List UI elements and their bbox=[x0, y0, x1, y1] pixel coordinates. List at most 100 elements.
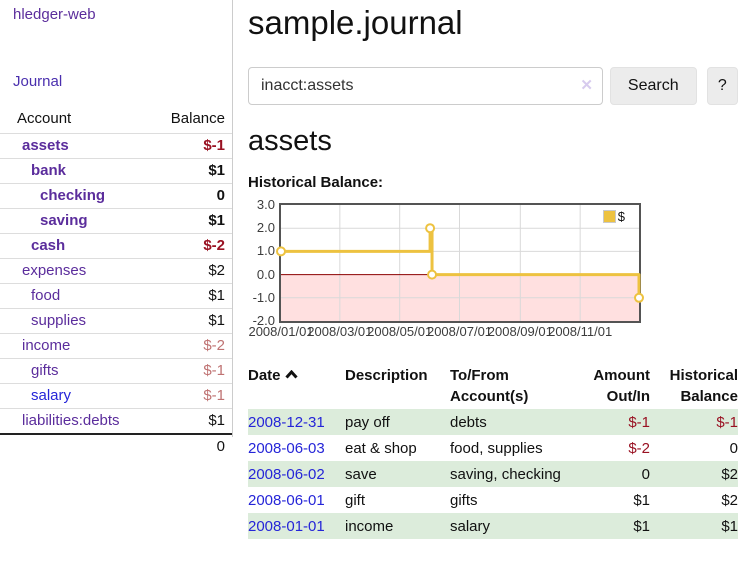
account-link[interactable]: supplies bbox=[31, 312, 87, 329]
transaction-amount: $1 bbox=[633, 492, 650, 509]
transaction-amount: $-2 bbox=[628, 440, 650, 457]
account-balance: $-2 bbox=[153, 233, 232, 259]
account-row: gifts $-1 bbox=[0, 358, 232, 384]
account-row: food $1 bbox=[0, 283, 232, 309]
account-balance: $-1 bbox=[153, 358, 232, 384]
account-link[interactable]: bank bbox=[31, 162, 67, 179]
transaction-date-link[interactable]: 2008-06-03 bbox=[248, 440, 325, 457]
sidebar-item-journal[interactable]: Journal bbox=[13, 73, 63, 90]
account-row: salary $-1 bbox=[0, 383, 232, 409]
account-row: saving $1 bbox=[0, 208, 232, 234]
transaction-description: pay off bbox=[345, 409, 450, 435]
y-tick-label: 3.0 bbox=[256, 197, 275, 212]
register-row: 2008-01-01 income salary $1 $1 bbox=[248, 513, 738, 539]
register-table: Date Description To/From Account(s) Amoun… bbox=[248, 363, 738, 539]
chart-legend: $ bbox=[602, 210, 625, 223]
transaction-accounts: food, supplies bbox=[450, 440, 543, 457]
y-tick-label: 2.0 bbox=[256, 220, 275, 236]
account-link[interactable]: food bbox=[31, 287, 61, 304]
column-header-amount: Amount Out/In bbox=[593, 367, 650, 405]
account-link[interactable]: checking bbox=[40, 187, 106, 204]
transaction-balance: $1 bbox=[650, 513, 738, 539]
account-row: checking 0 bbox=[0, 183, 232, 209]
transaction-description: gift bbox=[345, 492, 366, 509]
data-point-marker bbox=[276, 246, 286, 257]
transaction-balance: $2 bbox=[650, 461, 738, 487]
column-header-description: Description bbox=[345, 367, 428, 384]
account-balance: $1 bbox=[153, 208, 232, 234]
chart-heading: Historical Balance: bbox=[248, 174, 384, 191]
account-balance: $-1 bbox=[153, 383, 232, 409]
data-point-marker bbox=[427, 269, 438, 280]
transaction-accounts: salary bbox=[450, 513, 562, 539]
account-link[interactable]: expenses bbox=[22, 262, 87, 279]
x-tick-label: 2008/11/01 bbox=[548, 324, 613, 339]
accounts-header-account: Account bbox=[17, 110, 72, 127]
help-button[interactable]: ? bbox=[706, 67, 738, 105]
transaction-date-link[interactable]: 2008-06-02 bbox=[248, 466, 325, 483]
account-balance: $1 bbox=[153, 408, 232, 434]
account-row: expenses $2 bbox=[0, 258, 232, 284]
register-header-row: Date Description To/From Account(s) Amoun… bbox=[248, 363, 738, 409]
search-form: ✕ Search ? bbox=[248, 67, 738, 105]
transaction-description: eat & shop bbox=[345, 440, 417, 457]
app-brand-link[interactable]: hledger-web bbox=[13, 6, 96, 23]
account-row: cash $-2 bbox=[0, 233, 232, 259]
data-point-marker bbox=[425, 223, 436, 234]
search-button[interactable]: Search bbox=[609, 67, 697, 105]
account-link[interactable]: salary bbox=[31, 387, 72, 404]
accounts-total-spacer bbox=[0, 433, 154, 459]
account-link[interactable]: saving bbox=[40, 212, 88, 229]
account-page-title: assets bbox=[248, 125, 332, 157]
x-tick-label: 2008/03/01 bbox=[307, 324, 373, 339]
accounts-header-row: Account Balance bbox=[0, 107, 232, 134]
account-row: liabilities:debts $1 bbox=[0, 408, 232, 434]
transaction-balance: $2 bbox=[721, 492, 738, 509]
transaction-balance: $-1 bbox=[650, 409, 738, 435]
y-tick-label: 1.0 bbox=[256, 243, 275, 259]
account-link[interactable]: assets bbox=[22, 137, 69, 154]
account-link[interactable]: income bbox=[22, 337, 71, 354]
page-title: sample.journal bbox=[248, 4, 463, 41]
account-row: bank $1 bbox=[0, 158, 232, 184]
column-header-balance: Historical Balance bbox=[669, 367, 738, 405]
x-tick-label: 2008/09/01 bbox=[487, 324, 553, 339]
legend-swatch-icon bbox=[602, 210, 616, 223]
register-row: 2008-06-03 eat & shop food, supplies $-2… bbox=[248, 435, 738, 461]
accounts-total-row: 0 bbox=[0, 433, 232, 459]
transaction-balance: 0 bbox=[729, 440, 738, 457]
account-row: income $-2 bbox=[0, 333, 232, 359]
account-link[interactable]: gifts bbox=[31, 362, 59, 379]
account-balance: $-2 bbox=[153, 333, 232, 359]
search-input[interactable] bbox=[248, 67, 603, 105]
account-balance: $1 bbox=[153, 158, 232, 184]
y-tick-label: -2.0 bbox=[252, 313, 275, 328]
transaction-amount: $1 bbox=[562, 513, 650, 539]
sidebar: hledger-web Journal Account Balance asse… bbox=[0, 0, 233, 459]
transaction-description: income bbox=[345, 513, 450, 539]
x-tick-label: 2008/05/01 bbox=[367, 324, 433, 339]
transaction-date-link[interactable]: 2008-01-01 bbox=[248, 518, 325, 535]
data-point-marker bbox=[634, 292, 644, 303]
column-header-accounts: To/From Account(s) bbox=[450, 367, 529, 405]
account-balance: $-1 bbox=[153, 133, 232, 159]
column-header-date[interactable]: Date bbox=[248, 363, 345, 409]
account-row: assets $-1 bbox=[0, 133, 232, 159]
clear-search-icon[interactable]: ✕ bbox=[580, 77, 593, 94]
account-row: supplies $1 bbox=[0, 308, 232, 334]
account-balance: $1 bbox=[153, 308, 232, 334]
account-link[interactable]: liabilities:debts bbox=[22, 412, 120, 429]
transaction-accounts: debts bbox=[450, 409, 562, 435]
main-content: sample.journal ✕ Search ? assets Histori… bbox=[248, 0, 738, 539]
transaction-amount: $-1 bbox=[562, 409, 650, 435]
account-link[interactable]: cash bbox=[31, 237, 66, 254]
accounts-total-value: 0 bbox=[153, 433, 232, 459]
accounts-header-balance: Balance bbox=[170, 110, 225, 127]
y-tick-label: -1.0 bbox=[252, 289, 275, 305]
chart-canvas bbox=[276, 205, 644, 321]
register-row: 2008-12-31 pay off debts $-1 $-1 bbox=[248, 409, 738, 435]
account-balance: $2 bbox=[153, 258, 232, 284]
transaction-date-link[interactable]: 2008-12-31 bbox=[248, 414, 325, 431]
transaction-date-link[interactable]: 2008-06-01 bbox=[248, 492, 325, 509]
chart-plot-area: $ bbox=[276, 203, 644, 323]
